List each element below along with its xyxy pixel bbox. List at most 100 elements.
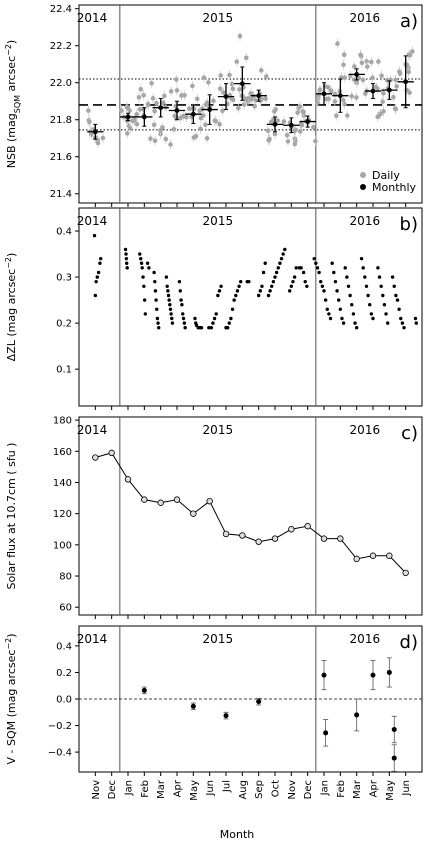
zl-point [394,293,398,298]
monthly-point [92,129,98,135]
monthly-point [370,88,376,94]
zl-point [141,275,145,279]
zl-point [94,279,98,284]
zl-point [155,307,159,312]
daily-point [297,104,303,109]
zl-point [145,261,150,265]
x-tick-label: Jul [222,780,233,793]
daily-point [125,105,131,111]
daily-point [134,121,140,127]
daily-point [220,108,225,114]
vsqm-point [141,687,147,693]
y-tick-label: 21.6 [50,152,72,163]
zl-point [350,302,354,307]
daily-point [243,55,249,61]
daily-point [138,86,144,92]
daily-point [162,93,167,99]
vsqm-point [323,730,329,736]
monthly-point [141,114,147,120]
zl-point [354,326,359,330]
zl-point [170,316,174,321]
daily-point [236,105,241,111]
zl-point [384,312,388,316]
monthly-point [321,91,327,97]
zl-point [366,293,370,298]
y-tick-label: 0.3 [56,273,72,284]
daily-point [317,87,323,92]
zl-point [138,252,142,256]
daily-point [230,97,236,103]
panel-frame [78,207,423,407]
daily-point [370,75,375,81]
solar-flux-point [222,530,230,538]
daily-point [381,109,386,114]
daily-point [342,75,348,80]
zl-point [291,279,295,284]
zl-point [348,293,352,298]
daily-point [149,80,154,86]
zl-point [301,270,306,275]
x-tick-label: Jan [124,780,135,796]
daily-point [376,59,381,64]
zl-point [353,321,357,325]
daily-point [150,96,156,101]
zl-point [278,261,282,265]
daily-point [151,122,157,128]
daily-point [334,113,339,118]
panel-label: b) [400,214,418,235]
daily-point [145,101,151,107]
zl-point [312,256,316,261]
year-label: 2014 [77,11,108,25]
vsqm-point [223,713,229,719]
zl-point [320,284,325,288]
daily-point [272,109,277,114]
zl-point [338,307,343,312]
daily-point [229,81,235,87]
daily-point [313,138,318,144]
zl-point [155,316,160,321]
daily-point [200,106,205,112]
daily-point [86,108,91,113]
y-tick-label: 21.4 [50,189,72,200]
zl-point [237,284,241,288]
vsqm-point [354,712,360,718]
zl-point [361,266,365,270]
zl-point [323,298,328,302]
daily-point [168,89,174,94]
daily-point [301,109,306,115]
x-tick-label: May [385,780,396,801]
solar-flux-point [288,526,295,533]
solar-flux-line [95,452,407,574]
zl-point [154,298,158,302]
y-tick-label: 120 [53,509,72,520]
zl-point [413,316,418,321]
zl-point [392,284,396,288]
panel-c: 2014 2015 2016 c) 60 80 100 120 140 160 180 Solar f… [5,416,423,619]
y-tick-label: 22.4 [50,4,72,15]
zl-point [142,298,147,302]
daily-point [391,94,396,100]
zl-point [229,316,233,321]
zl-point [283,247,287,252]
x-tick-label: Feb [140,780,151,798]
zl-point [328,316,333,321]
zl-point [335,289,339,293]
daily-point [213,118,219,124]
zl-point [288,289,292,293]
vsqm-point [391,755,397,761]
zl-point [414,321,418,325]
daily-point [173,115,179,120]
solar-flux-point [173,496,181,503]
zl-point [346,284,351,288]
daily-point [342,101,347,107]
vsqm-point [190,703,196,709]
x-tick-label: Mar [352,779,363,799]
daily-point [410,49,415,54]
daily-point [360,77,366,83]
daily-point [182,92,187,98]
zl-point [167,298,171,302]
x-tick-label: Nov [287,780,298,800]
daily-point [379,73,384,79]
zl-point [376,266,380,270]
